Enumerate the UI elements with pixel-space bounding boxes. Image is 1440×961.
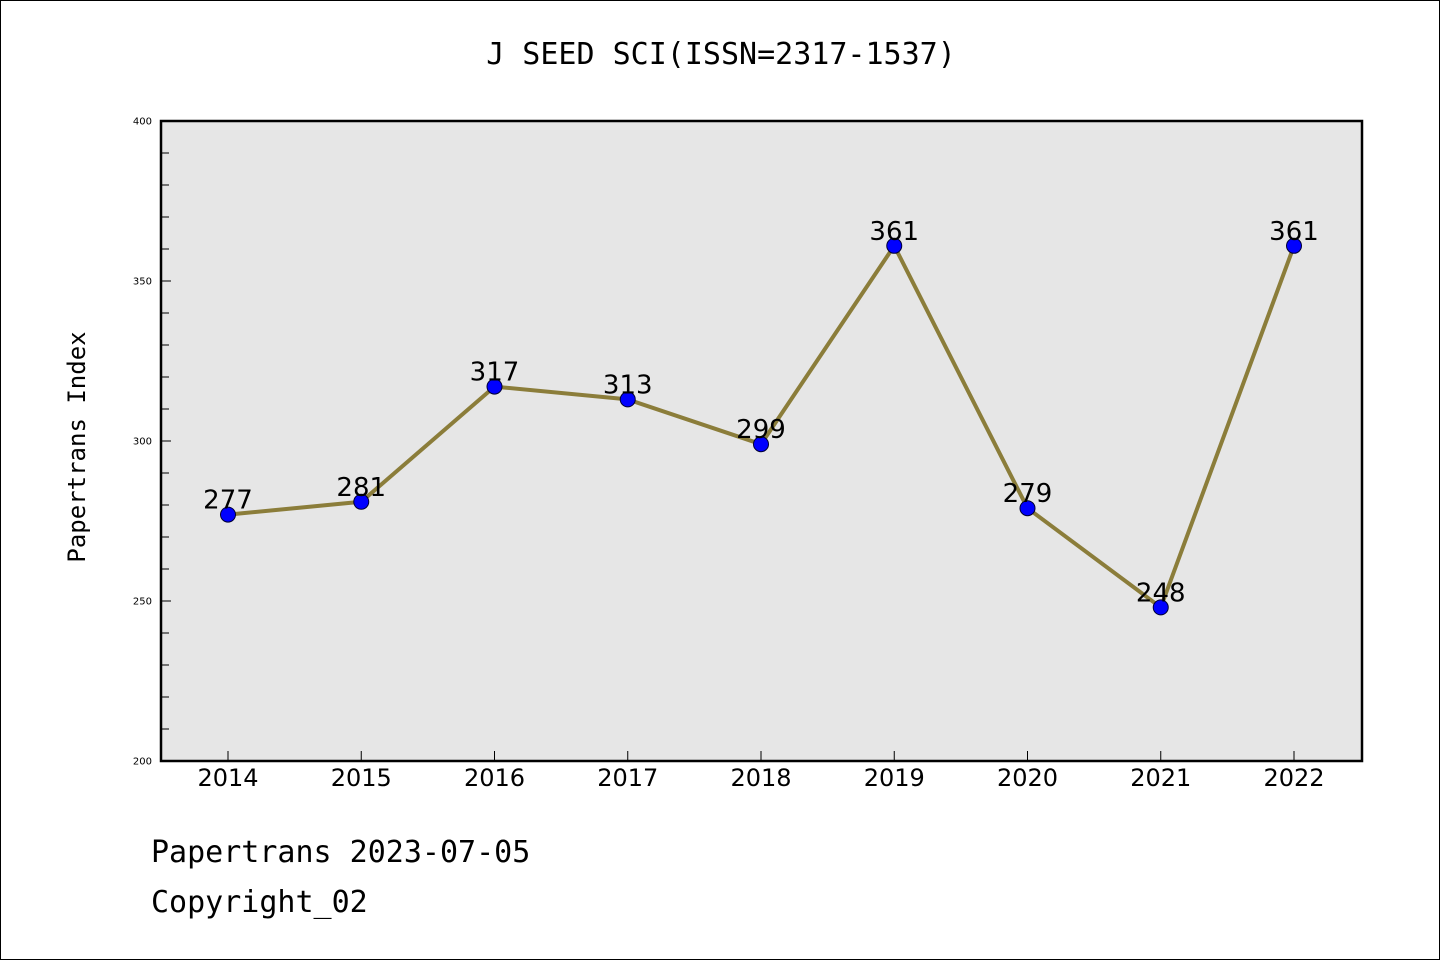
footer-copyright: Copyright_02 (151, 885, 368, 920)
x-tick-label: 2017 (597, 764, 658, 792)
x-tick-label: 2014 (197, 764, 258, 792)
data-point (353, 493, 370, 510)
data-label: 279 (1003, 479, 1053, 509)
data-point (1152, 599, 1169, 616)
x-tick-label: 2018 (730, 764, 791, 792)
x-tick-label: 2020 (997, 764, 1058, 792)
x-tick-label: 2022 (1263, 764, 1324, 792)
x-tick-label: 2021 (1130, 764, 1191, 792)
y-tick-label: 200 (133, 757, 152, 768)
data-labels: 277 281 317 313 299 361 279 248 361 (203, 217, 1319, 609)
data-label: 277 (203, 486, 253, 516)
data-label: 361 (869, 217, 919, 247)
y-axis-ticks: 200 250 300 350 400 (133, 117, 171, 768)
x-tick-label: 2019 (864, 764, 925, 792)
data-point (886, 237, 903, 254)
data-label: 248 (1136, 578, 1186, 608)
data-point (753, 436, 769, 453)
data-label: 313 (603, 370, 653, 400)
data-point (220, 506, 236, 523)
data-point (1019, 500, 1036, 517)
chart-title: J SEED SCI(ISSN=2317-1537) (486, 37, 956, 72)
data-label: 299 (736, 415, 786, 445)
y-tick-label: 350 (133, 277, 152, 288)
x-tick-label: 2015 (331, 764, 392, 792)
x-axis-ticks: 2014 2015 2016 2017 2018 2019 2020 2021 2022 (197, 751, 1325, 792)
data-points (220, 237, 1302, 616)
data-point (619, 391, 636, 408)
footer-date: Papertrans 2023-07-05 (151, 835, 531, 870)
data-point (486, 378, 503, 395)
data-point (1286, 237, 1302, 254)
y-tick-label: 250 (133, 597, 152, 608)
data-label: 281 (336, 473, 386, 503)
data-label: 361 (1269, 217, 1319, 247)
y-tick-label: 300 (133, 437, 152, 448)
data-label: 317 (470, 358, 520, 388)
x-tick-label: 2016 (464, 764, 525, 792)
y-tick-label: 400 (133, 117, 152, 128)
